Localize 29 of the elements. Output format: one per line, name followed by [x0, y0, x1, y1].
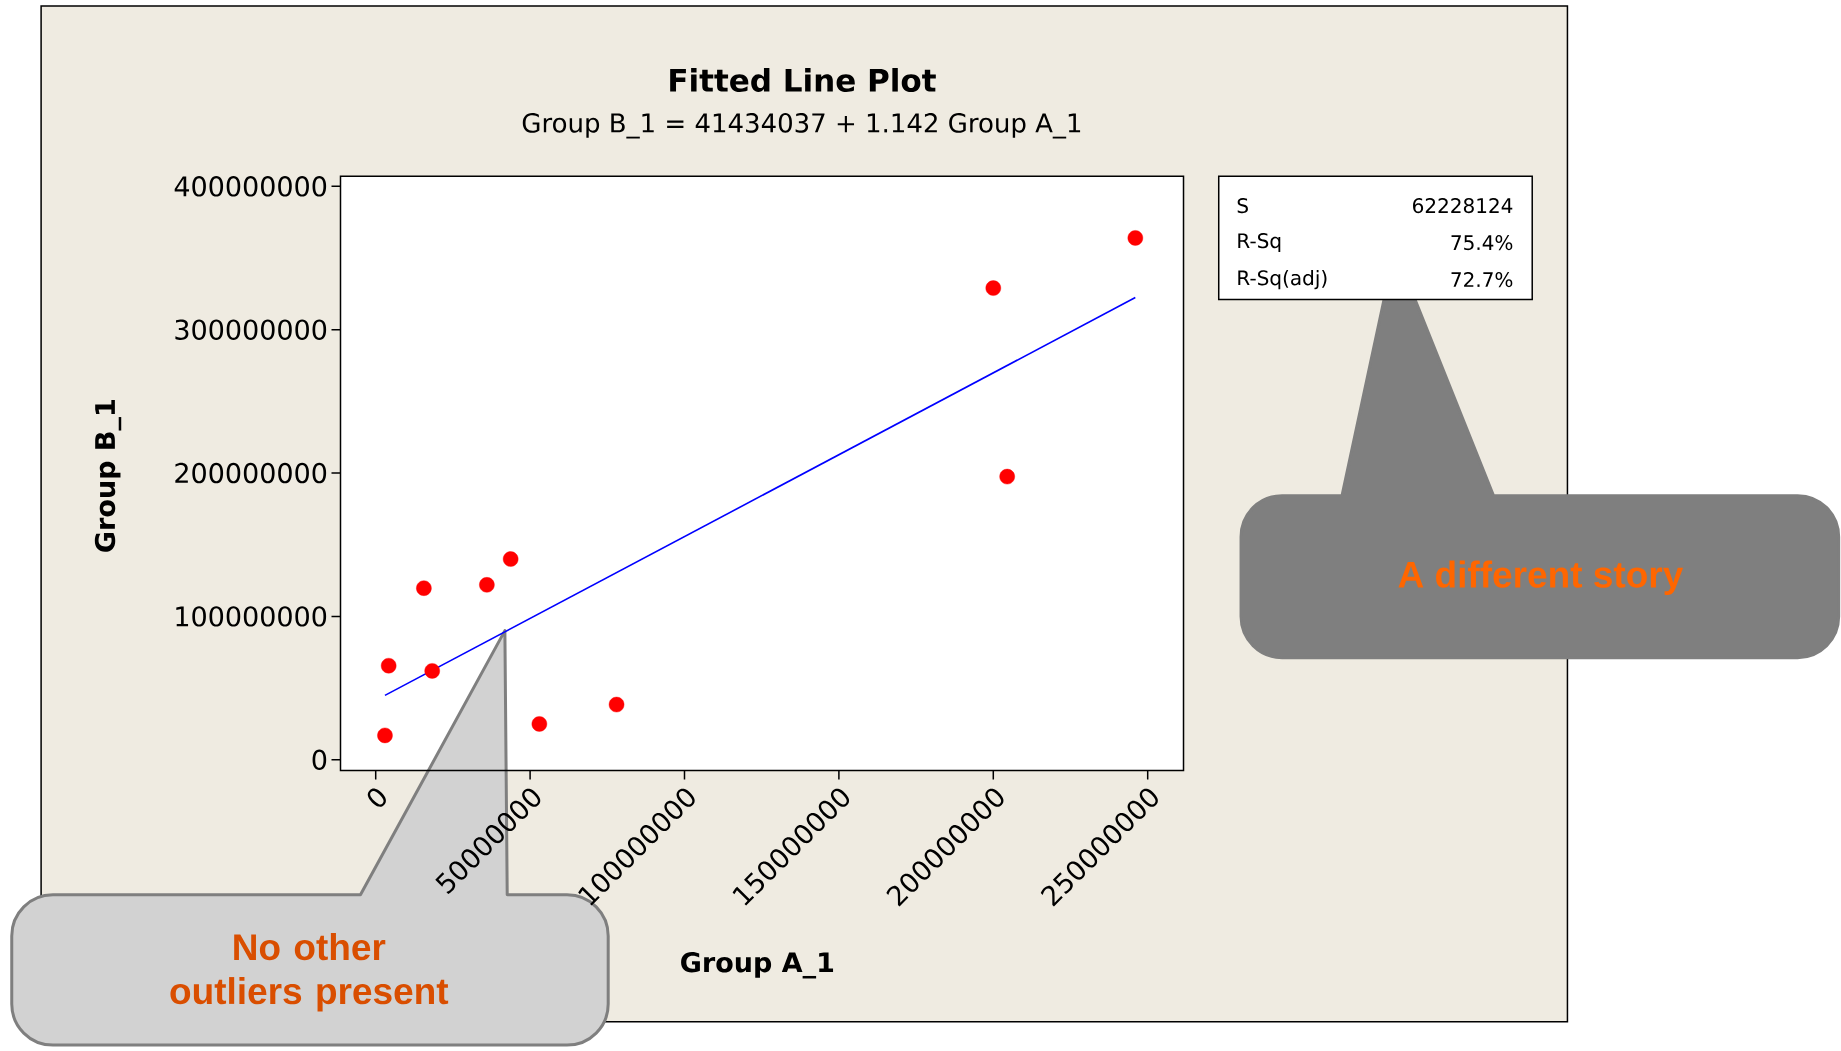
point [985, 280, 1001, 296]
text: 72.7% [1451, 272, 1513, 288]
text: A different story [1398, 560, 1684, 596]
chart-subtitle: Group B_1 = 41434037 + 1.142 Group A_1 [522, 113, 1081, 139]
text: 75.4% [1451, 235, 1513, 251]
text: S [1237, 198, 1248, 214]
point [502, 551, 519, 567]
text: R-Sq(adj) [1238, 269, 1327, 290]
chart-title: Fitted Line Plot [670, 67, 936, 92]
point [1127, 230, 1144, 246]
y-tick-label: 400000000 [174, 176, 327, 197]
point [377, 727, 393, 744]
y-axis-title: Group B_1 [94, 400, 122, 552]
point [999, 468, 1015, 485]
text: No other outliers present [170, 933, 449, 1012]
point [531, 716, 548, 732]
point [416, 580, 432, 596]
point [380, 658, 397, 674]
point [424, 663, 440, 679]
point [479, 577, 495, 593]
point [608, 696, 625, 713]
y-tick-label: 0 [312, 749, 327, 770]
y-tick-label: 200000000 [175, 462, 327, 484]
x-tick-label: 0 [367, 788, 386, 807]
text: 62228124 [1413, 198, 1513, 214]
x-axis-title: Group A_1 [681, 952, 834, 979]
text: R-Sq [1238, 233, 1281, 253]
y-tick-label: 300000000 [175, 319, 327, 340]
y-tick-label: 100000000 [176, 606, 327, 627]
